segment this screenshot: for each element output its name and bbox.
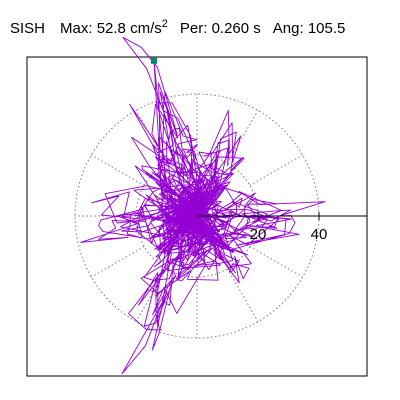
grid-spoke xyxy=(249,246,303,278)
period-value: 0.260 s xyxy=(211,20,261,37)
radial-axis: 20 40 xyxy=(197,212,367,243)
radial-tick-label: 40 xyxy=(311,226,328,243)
grid-spoke xyxy=(91,246,145,278)
max-unit-exponent: 2 xyxy=(161,18,168,30)
angle-label: Ang: xyxy=(272,20,304,37)
grid-spoke xyxy=(135,268,167,322)
max-label: Max: xyxy=(60,20,93,37)
max-unit: cm/s xyxy=(130,20,162,37)
station-code: SISH xyxy=(10,20,46,37)
angle-value: 105.5 xyxy=(307,20,346,37)
grid-spoke xyxy=(249,154,303,186)
radial-tick-label: 20 xyxy=(250,226,267,243)
max-value: 52.8 xyxy=(96,20,126,37)
motion-trace xyxy=(80,36,326,375)
period-label: Per: xyxy=(179,20,208,37)
particle-motion-series xyxy=(80,36,326,375)
peak-marker xyxy=(150,57,157,64)
grid-spoke xyxy=(91,154,145,186)
chart-header: SISH Max: 52.8 cm/s2 Per: 0.260 s Ang: 105.… xyxy=(10,18,345,37)
